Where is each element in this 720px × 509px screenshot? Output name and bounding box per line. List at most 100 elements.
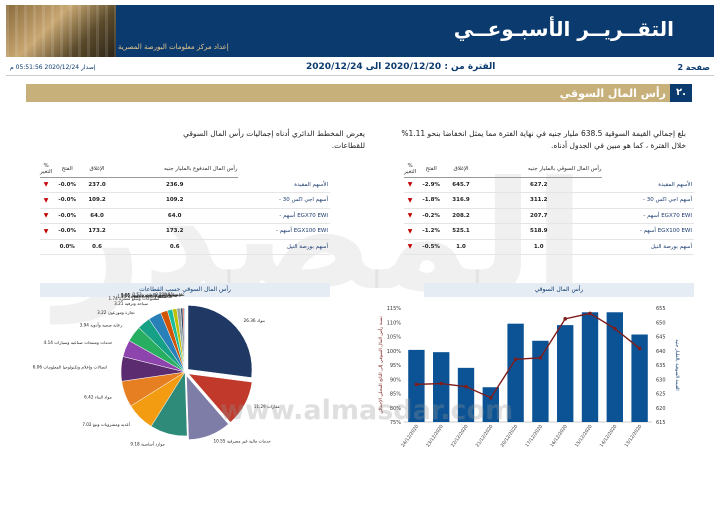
x-tick-label: 22/12/2020	[450, 424, 470, 449]
cell-change: 0.0%	[52, 239, 83, 255]
slice-label: 11.29 عقارات	[254, 404, 281, 409]
cell-change: -0.5%	[416, 239, 447, 255]
x-tick-label: 13/12/2020	[623, 424, 643, 449]
col-close: الإغلاق	[446, 161, 476, 178]
sector-pie-chart: 26.36 بنوك 11.29 عقارات 10.55 خدمات مالية …	[33, 292, 281, 446]
table-row: ▼ -0.5% 1.0 1.0 أسهم بورصة النيل	[404, 239, 694, 255]
line-point	[513, 357, 518, 362]
x-tick-label: 23/12/2020	[425, 424, 445, 449]
market-cap-paragraph: بلغ إجمالي القيمة السوقية 638.5 مليار جن…	[401, 129, 686, 150]
slice-label: 1.06 ورق ومواد تعبئة وتغليف	[121, 293, 173, 298]
slice-label: 0.22 غاز وبترول	[155, 292, 185, 297]
y2-tick-label: 110%	[387, 320, 402, 326]
cell-close: 627.2	[475, 177, 602, 193]
y2-tick-label: 75%	[390, 420, 401, 426]
line-point	[538, 356, 543, 360]
change-arrow-icon: ▼	[40, 177, 53, 193]
change-arrow-icon: ▼	[404, 208, 417, 224]
col-name: رأس المال السوقي بالمليار جنيه	[475, 161, 602, 178]
section-header: رأس المال السوقي ٢.	[26, 84, 692, 102]
cell-close: 64.0	[111, 208, 238, 224]
cell-name: - أسهم اجي اكس 30	[601, 192, 694, 209]
market-cap-chart-title: رأس المال السوقي	[424, 283, 694, 297]
col-name: رأس المال المدفوع بالمليار جنيه	[111, 161, 238, 178]
paid-capital-table-body: ▼ -0.0% 237.0 236.9 الأسهم المقيدة ▼ -0.0% 109.…	[40, 177, 330, 255]
market-cap-table: % التغير الفتح الإغلاق رأس المال السوقي …	[404, 161, 694, 255]
table-row: ▼ -0.0% 173.2 173.2- أسهم EGX100 EWI	[40, 223, 330, 240]
bar	[581, 312, 599, 422]
sector-chart-title: رأس المال السوقي حسب القطاعات	[40, 283, 330, 297]
change-arrow-icon: ▼	[404, 223, 417, 240]
cell-name: - أسهم EGX70 EWI	[601, 208, 694, 224]
bar	[457, 367, 475, 422]
bar	[557, 325, 574, 422]
y2-tick-label: 80%	[390, 406, 401, 412]
x-tick-label: 20/12/2020	[499, 424, 519, 449]
change-arrow-icon: ▼	[40, 208, 53, 224]
section-number: ٢.	[670, 84, 692, 102]
change-arrow-icon: ▼	[404, 177, 417, 193]
x-tick-label: 24/12/2020	[400, 424, 420, 449]
cell-name: - أسهم EGX100 EWI	[237, 223, 330, 240]
market-cap-table-body: ▼ -2.9% 645.7 627.2 الأسهم المقيدة ▼ -1.8% 316.…	[404, 177, 694, 255]
paid-capital-table: % التغير الفتح الإغلاق رأس المال المدفوع…	[40, 161, 330, 255]
slice-label: 6.42 مواد البناء	[84, 394, 112, 399]
cell-close: 518.9	[475, 223, 602, 240]
cell-change: -0.2%	[416, 208, 447, 224]
cell-open: 208.2	[446, 208, 476, 224]
report-title: التقــريــر الأسبـوعــي	[453, 17, 674, 41]
cell-open: 525.1	[446, 223, 476, 240]
y-tick-label: 655	[656, 306, 666, 312]
line-point	[414, 382, 419, 387]
cell-name: - أسهم EGX100 EWI	[601, 223, 694, 240]
slice-label: 1.25 طاقة وخدمات مساندة	[117, 294, 167, 299]
cell-change: -0.0%	[52, 177, 83, 193]
pie-slice	[183, 307, 186, 373]
slice-label: 7.02 أغذية ومشروبات وتبغ	[82, 421, 130, 427]
table-row: 0.0% 0.6 0.6 أسهم بورصة النيل	[40, 239, 330, 255]
cell-name: - أسهم EGX70 EWI	[237, 208, 330, 224]
cell-change: -0.0%	[52, 192, 83, 209]
cell-name: - أسهم اجي اكس 30	[237, 192, 330, 209]
table-header-row: % التغير الفتح الإغلاق رأس المال المدفوع…	[40, 161, 330, 178]
line-point	[464, 384, 468, 389]
sector-paragraph: يعرض المخطط الدائري أدناه إجماليات رأس ا…	[183, 129, 365, 150]
cell-close: 236.9	[111, 177, 238, 193]
col-open: الفتح	[52, 161, 83, 178]
slice-label: 0.95 مقاولات وإنشاءات هندسية	[121, 292, 177, 298]
col-change: % التغير	[404, 161, 417, 178]
bar	[606, 312, 623, 422]
cell-open: 173.2	[82, 223, 112, 240]
cell-close: 207.7	[475, 208, 602, 224]
pie-slice	[187, 373, 253, 423]
cell-change: -2.9%	[416, 177, 447, 193]
y-tick-label: 615	[656, 420, 666, 426]
y2-tick-label: 90%	[390, 377, 401, 383]
change-arrow-icon: ▼	[404, 239, 417, 255]
watermark-url: www.almasdar.com	[220, 395, 514, 426]
table-row: ▼ -0.0% 64.0 64.0- أسهم EGX70 EWI	[40, 208, 330, 224]
info-bar: إصدار 2020/12/24 05:51:56 م الفترة من : …	[6, 62, 714, 76]
y2-tick-label: 100%	[387, 349, 402, 355]
cell-name: أسهم بورصة النيل	[237, 239, 330, 255]
col-close: الإغلاق	[82, 161, 112, 178]
change-arrow-icon: ▼	[40, 192, 53, 209]
cell-close: 311.2	[475, 192, 602, 209]
line-point	[637, 346, 642, 351]
x-tick-label: 16/12/2020	[549, 424, 569, 449]
cell-close: 0.6	[111, 239, 238, 255]
y2-tick-label: 105%	[387, 335, 402, 341]
y-tick-label: 640	[656, 349, 666, 355]
y-tick-label: 635	[656, 363, 666, 369]
header-subtitle: إعداد مركز معلومات البورصة المصرية	[118, 43, 229, 51]
cell-open: 109.2	[82, 192, 112, 209]
line-point	[588, 311, 592, 316]
cell-change: -0.0%	[52, 208, 83, 224]
slice-label: 1.74 منسوجات وسلع معمرة	[109, 296, 160, 301]
bar	[631, 334, 648, 422]
table-row: ▼ -1.8% 316.9 311.2- أسهم اجي اكس 30	[404, 192, 694, 209]
cell-open: 237.0	[82, 177, 112, 193]
col-open: الفتح	[416, 161, 447, 178]
bar	[532, 340, 549, 422]
table-row: ▼ -0.2% 208.2 207.7- أسهم EGX70 EWI	[404, 208, 694, 224]
